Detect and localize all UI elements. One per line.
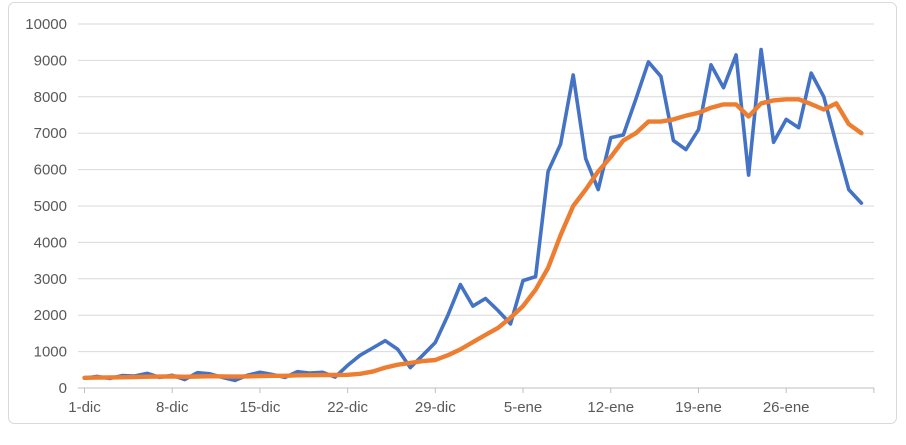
x-axis-labels: 1-dic 8-dic 15-dic 22-dic 29-dic 5-ene 12-ene 1… xyxy=(68,399,809,416)
y-axis-label: 1000 xyxy=(34,344,67,361)
y-axis-label: 2000 xyxy=(34,307,67,324)
y-axis-label: 4000 xyxy=(34,234,67,251)
y-axis-label: 9000 xyxy=(34,52,67,69)
y-axis-label: 0 xyxy=(59,380,67,397)
x-axis-label: 29-dic xyxy=(415,399,456,416)
x-axis-label: 22-dic xyxy=(327,399,368,416)
x-axis-label: 15-dic xyxy=(239,399,280,416)
chart-border xyxy=(8,2,897,424)
x-axis-label: 5-ene xyxy=(504,399,542,416)
x-axis-label: 26-ene xyxy=(763,399,810,416)
y-axis-label: 6000 xyxy=(34,162,67,179)
y-axis-label: 8000 xyxy=(34,89,67,106)
y-axis-label: 3000 xyxy=(34,271,67,288)
x-axis-label: 19-ene xyxy=(675,399,722,416)
series-smoothed-average-orange xyxy=(82,97,864,380)
x-axis-label: 8-dic xyxy=(156,399,189,416)
y-axis-label: 5000 xyxy=(34,198,67,215)
gridlines xyxy=(78,23,874,353)
y-axis-labels: 0 1000 2000 3000 4000 5000 6000 7000 8000 9000 100… xyxy=(25,16,67,397)
x-axis-ticks xyxy=(84,388,875,393)
y-axis-label: 7000 xyxy=(34,125,67,142)
series-lines xyxy=(82,47,864,383)
x-axis-label: 12-ene xyxy=(587,399,634,416)
x-axis-label: 1-dic xyxy=(68,399,101,416)
y-axis-label: 10000 xyxy=(25,16,67,33)
